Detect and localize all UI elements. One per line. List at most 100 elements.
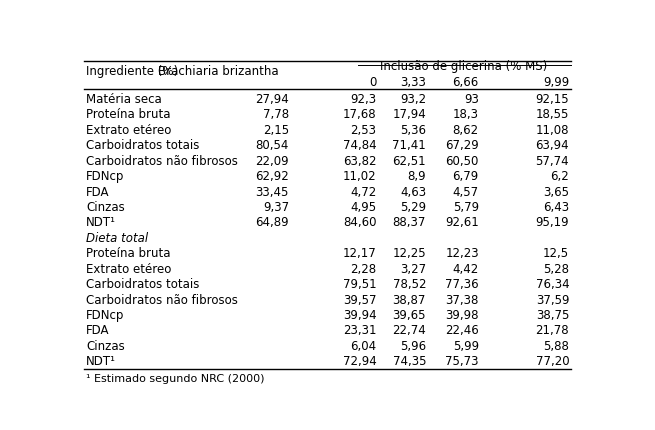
Text: 11,02: 11,02	[343, 170, 376, 183]
Text: Cinzas: Cinzas	[86, 339, 124, 352]
Text: 38,87: 38,87	[392, 293, 426, 306]
Text: 75,73: 75,73	[445, 354, 479, 368]
Text: 63,94: 63,94	[536, 139, 569, 152]
Text: 22,09: 22,09	[255, 154, 289, 167]
Text: ¹ Estimado segundo NRC (2000): ¹ Estimado segundo NRC (2000)	[86, 373, 265, 383]
Text: 5,36: 5,36	[400, 123, 426, 137]
Text: 4,72: 4,72	[350, 185, 376, 198]
Text: 64,89: 64,89	[255, 216, 289, 229]
Text: 67,29: 67,29	[445, 139, 479, 152]
Text: 71,41: 71,41	[392, 139, 426, 152]
Text: Brachiaria brizantha: Brachiaria brizantha	[158, 64, 278, 77]
Text: FDNcp: FDNcp	[86, 308, 124, 321]
Text: 3,27: 3,27	[400, 262, 426, 275]
Text: 62,92: 62,92	[255, 170, 289, 183]
Text: Inclusão de glicerina (% MS): Inclusão de glicerina (% MS)	[381, 60, 548, 73]
Text: 5,79: 5,79	[453, 200, 479, 214]
Text: NDT¹: NDT¹	[86, 216, 116, 229]
Text: 5,96: 5,96	[400, 339, 426, 352]
Text: Carboidratos não fibrosos: Carboidratos não fibrosos	[86, 154, 238, 167]
Text: 92,61: 92,61	[445, 216, 479, 229]
Text: 5,88: 5,88	[543, 339, 569, 352]
Text: 60,50: 60,50	[445, 154, 479, 167]
Text: 92,15: 92,15	[536, 93, 569, 106]
Text: 5,28: 5,28	[543, 262, 569, 275]
Text: 6,04: 6,04	[350, 339, 376, 352]
Text: 72,94: 72,94	[343, 354, 376, 368]
Text: 17,68: 17,68	[343, 108, 376, 121]
Text: 57,74: 57,74	[536, 154, 569, 167]
Text: 76,34: 76,34	[536, 277, 569, 291]
Text: 88,37: 88,37	[392, 216, 426, 229]
Text: 23,31: 23,31	[343, 324, 376, 337]
Text: 2,15: 2,15	[263, 123, 289, 137]
Text: 84,60: 84,60	[343, 216, 376, 229]
Text: 33,45: 33,45	[255, 185, 289, 198]
Text: Proteína bruta: Proteína bruta	[86, 108, 170, 121]
Text: 77,36: 77,36	[445, 277, 479, 291]
Text: 22,46: 22,46	[445, 324, 479, 337]
Text: 4,95: 4,95	[350, 200, 376, 214]
Text: 2,53: 2,53	[350, 123, 376, 137]
Text: 2,28: 2,28	[350, 262, 376, 275]
Text: 38,75: 38,75	[536, 308, 569, 321]
Text: 12,25: 12,25	[392, 247, 426, 260]
Text: 74,84: 74,84	[343, 139, 376, 152]
Text: 27,94: 27,94	[255, 93, 289, 106]
Text: 37,38: 37,38	[445, 293, 479, 306]
Text: FDA: FDA	[86, 185, 109, 198]
Text: 5,99: 5,99	[453, 339, 479, 352]
Text: 93,2: 93,2	[400, 93, 426, 106]
Text: 4,63: 4,63	[400, 185, 426, 198]
Text: 6,79: 6,79	[453, 170, 479, 183]
Text: 95,19: 95,19	[536, 216, 569, 229]
Text: 6,2: 6,2	[550, 170, 569, 183]
Text: 21,78: 21,78	[536, 324, 569, 337]
Text: Carboidratos totais: Carboidratos totais	[86, 277, 199, 291]
Text: 22,74: 22,74	[392, 324, 426, 337]
Text: 11,08: 11,08	[536, 123, 569, 137]
Text: 39,57: 39,57	[343, 293, 376, 306]
Text: 12,5: 12,5	[543, 247, 569, 260]
Text: FDNcp: FDNcp	[86, 170, 124, 183]
Text: 74,35: 74,35	[392, 354, 426, 368]
Text: 4,42: 4,42	[453, 262, 479, 275]
Text: Extrato etéreo: Extrato etéreo	[86, 262, 172, 275]
Text: 7,78: 7,78	[263, 108, 289, 121]
Text: 93: 93	[464, 93, 479, 106]
Text: 77,20: 77,20	[536, 354, 569, 368]
Text: Cinzas: Cinzas	[86, 200, 124, 214]
Text: 8,62: 8,62	[453, 123, 479, 137]
Text: 79,51: 79,51	[343, 277, 376, 291]
Text: 39,98: 39,98	[445, 308, 479, 321]
Text: 78,52: 78,52	[392, 277, 426, 291]
Text: 3,65: 3,65	[543, 185, 569, 198]
Text: 37,59: 37,59	[536, 293, 569, 306]
Text: Proteína bruta: Proteína bruta	[86, 247, 170, 260]
Text: 0: 0	[369, 76, 376, 89]
Text: Extrato etéreo: Extrato etéreo	[86, 123, 172, 137]
Text: Matéria seca: Matéria seca	[86, 93, 162, 106]
Text: Dieta total: Dieta total	[86, 231, 148, 244]
Text: 8,9: 8,9	[407, 170, 426, 183]
Text: 39,94: 39,94	[343, 308, 376, 321]
Text: Carboidratos não fibrosos: Carboidratos não fibrosos	[86, 293, 238, 306]
Text: 17,94: 17,94	[392, 108, 426, 121]
Text: 18,55: 18,55	[536, 108, 569, 121]
Text: 6,43: 6,43	[543, 200, 569, 214]
Text: 6,66: 6,66	[453, 76, 479, 89]
Text: 12,23: 12,23	[445, 247, 479, 260]
Text: 39,65: 39,65	[392, 308, 426, 321]
Text: 12,17: 12,17	[343, 247, 376, 260]
Text: 9,37: 9,37	[263, 200, 289, 214]
Text: Carboidratos totais: Carboidratos totais	[86, 139, 199, 152]
Text: 62,51: 62,51	[392, 154, 426, 167]
Text: FDA: FDA	[86, 324, 109, 337]
Text: 9,99: 9,99	[543, 76, 569, 89]
Text: 3,33: 3,33	[400, 76, 426, 89]
Text: 4,57: 4,57	[453, 185, 479, 198]
Text: 18,3: 18,3	[453, 108, 479, 121]
Text: 92,3: 92,3	[350, 93, 376, 106]
Text: NDT¹: NDT¹	[86, 354, 116, 368]
Text: 80,54: 80,54	[255, 139, 289, 152]
